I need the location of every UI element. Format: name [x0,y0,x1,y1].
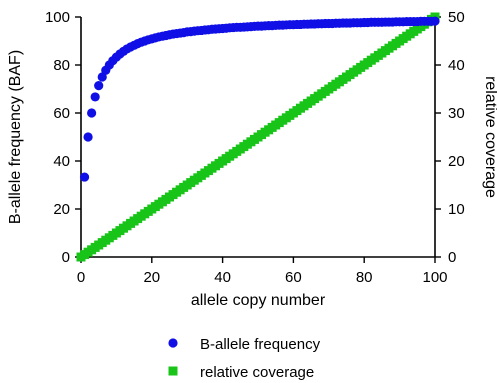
x-tick-label: 80 [356,269,373,286]
baf-point [430,16,440,26]
y2-tick-label: 0 [448,249,456,266]
baf-point [90,92,100,102]
legend-item-baf: B-allele frequency [168,336,321,353]
x-tick-label: 20 [143,269,160,286]
x-tick-label: 40 [214,269,231,286]
y2-tick-label: 50 [448,9,465,26]
y-axis-label: B-allele frequency (BAF) [7,50,24,224]
y-tick-label: 0 [62,249,70,266]
x-tick-label: 100 [422,269,447,286]
legend: B-allele frequency relative coverage [168,336,321,381]
y2-tick-label: 20 [448,153,465,170]
x-tick-label: 0 [77,269,85,286]
chart-marks [76,12,440,262]
baf-point [87,108,97,118]
y2-tick-label: 10 [448,201,465,218]
legend-item-coverage: relative coverage [168,364,314,381]
x-axis-label: allele copy number [191,292,326,309]
baf-point [79,172,90,182]
y2-axis-label: relative coverage [482,76,497,198]
y-tick-label: 80 [53,57,70,74]
y2-tick-label: 30 [448,105,465,122]
y2-tick-label: 40 [448,57,465,74]
legend-label-coverage: relative coverage [200,364,314,381]
baf-point [83,132,93,142]
legend-label-baf: B-allele frequency [200,336,321,353]
axis-labels: allele copy number B-allele frequency (B… [7,50,497,309]
legend-marker-coverage [168,366,178,376]
legend-marker-baf [168,338,178,348]
y-tick-label: 100 [45,9,70,26]
y-tick-label: 20 [53,201,70,218]
y-tick-label: 40 [53,153,70,170]
baf-point [94,81,104,91]
y-tick-label: 60 [53,105,70,122]
x-tick-label: 60 [285,269,302,286]
